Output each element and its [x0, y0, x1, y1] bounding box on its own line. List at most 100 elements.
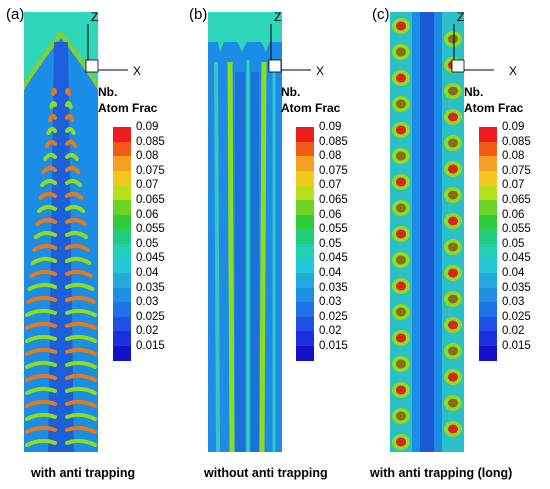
colorbar-cell — [113, 214, 131, 230]
dendrite-arm — [25, 412, 57, 421]
dendrite-arm — [65, 217, 87, 226]
colorbar-cell — [479, 345, 497, 361]
colorbar-tick-label: 0.055 — [136, 223, 165, 236]
colorbar-tick-label: 0.065 — [136, 193, 165, 206]
axis-triad — [268, 24, 311, 73]
colorbar-cell — [296, 287, 314, 303]
colorbar-tick-label: 0.03 — [136, 296, 159, 309]
dendrite-arm — [65, 438, 97, 447]
colorbar — [479, 127, 497, 361]
particle-core — [448, 190, 458, 200]
dendrite-arm — [65, 87, 71, 96]
dendrite-arm — [65, 100, 73, 109]
dendrite-arm — [32, 243, 57, 252]
particle-core — [396, 177, 406, 187]
colorbar-tick-label: 0.085 — [136, 135, 165, 148]
colorbar-cell — [113, 272, 131, 288]
legend-title: Nb. Atom Frac — [98, 84, 157, 116]
dendrite-arm — [51, 87, 57, 96]
colorbar-tick-label: 0.07 — [319, 179, 342, 192]
axis-z-label: Z — [457, 10, 465, 24]
particle-core — [396, 73, 406, 83]
colorbar-cell — [479, 156, 497, 171]
colorbar-tick-label: 0.07 — [502, 179, 525, 192]
colorbar-tick-label: 0.04 — [136, 266, 159, 279]
dendrite-arm — [65, 113, 75, 122]
particle-core — [396, 333, 406, 343]
colorbar-cell — [113, 345, 131, 361]
colorbar-tick-label: 0.05 — [136, 237, 159, 250]
panel-caption: with anti trapping — [31, 466, 136, 480]
panel-c: (c) Z X Nb. Atom Frac 0.09 0.085 0.08 0.075… — [366, 0, 550, 489]
colorbar-cell — [113, 243, 131, 259]
colorbar-tick-label: 0.065 — [319, 193, 348, 206]
particle-core — [448, 346, 458, 356]
particle-core — [396, 125, 406, 135]
colorbar-cell — [479, 141, 497, 157]
colorbar-cell — [479, 316, 497, 332]
axis-z-label: Z — [274, 10, 282, 24]
dendrite-arm — [25, 334, 57, 343]
dendrite-arm — [65, 126, 76, 135]
dendrite-arm — [49, 100, 57, 109]
colorbar-tick-label: 0.09 — [136, 121, 159, 133]
colorbar-tick-label: 0.08 — [319, 150, 342, 163]
dendrite-arm — [65, 412, 97, 421]
dendrite-arm — [65, 204, 86, 213]
colorbar-tick-label: 0.055 — [319, 223, 348, 236]
colorbar-tick-label: 0.02 — [502, 325, 525, 338]
particle-core — [448, 424, 458, 434]
colorbar-cell — [479, 127, 497, 142]
colorbar-cell — [113, 199, 131, 215]
colorbar-tick-label: 0.055 — [502, 223, 531, 236]
dendrite-arm — [65, 386, 97, 395]
legend-title-line1: Nb. — [464, 85, 484, 99]
colorbar-tick-label: 0.05 — [319, 237, 342, 250]
colorbar-cell — [296, 302, 314, 317]
colorbar-cell — [296, 272, 314, 288]
colorbar-tick-label: 0.075 — [136, 164, 165, 177]
colorbar-tick-label: 0.015 — [319, 339, 348, 352]
colorbar-cell — [296, 199, 314, 215]
particle-core — [396, 255, 406, 265]
colorbar-tick-label: 0.08 — [502, 150, 525, 163]
colorbar-cell — [296, 141, 314, 157]
dendrite-arm — [25, 321, 57, 330]
axis-z-label: Z — [91, 10, 99, 24]
colorbar-cell — [296, 156, 314, 171]
colorbar-cell — [296, 127, 314, 142]
dendrite-arm — [47, 113, 57, 122]
particle-core — [448, 86, 458, 96]
colorbar-tick-label: 0.025 — [502, 310, 531, 323]
colorbar-cell — [113, 185, 131, 200]
panel-label: (c) — [372, 6, 390, 23]
colorbar-cell — [479, 243, 497, 259]
colorbar-tick-label: 0.05 — [502, 237, 525, 250]
dendrite-arm — [41, 165, 57, 174]
colorbar-tick-label: 0.035 — [136, 281, 165, 294]
colorbar-cell — [296, 185, 314, 200]
colorbar-tick-label: 0.08 — [136, 150, 159, 163]
dendrite-arm — [40, 178, 57, 187]
particle-core — [396, 47, 406, 57]
colorbar-tick-label: 0.03 — [319, 296, 342, 309]
dendrite-arm — [46, 126, 57, 135]
dendrite-arm — [26, 295, 57, 304]
colorbar-tick-label: 0.04 — [319, 266, 342, 279]
panel-b: (b) Z X Nb. Atom Frac 0.09 0.085 0.08 0.075… — [183, 0, 367, 489]
particle-core — [448, 138, 458, 148]
dendrite-arm — [44, 139, 57, 148]
contour-field-b — [208, 12, 282, 452]
colorbar-tick-label: 0.02 — [319, 325, 342, 338]
colorbar-tick-label: 0.03 — [502, 296, 525, 309]
dendrite-arm — [65, 425, 97, 434]
colorbar-cell — [479, 229, 497, 244]
colorbar-cell — [296, 170, 314, 186]
panel-label: (a) — [6, 6, 25, 23]
contour-field-a — [24, 12, 98, 452]
dendrite-arm — [65, 373, 97, 382]
colorbar-cell — [113, 302, 131, 317]
particle-core — [396, 385, 406, 395]
particle-core — [448, 320, 458, 330]
colorbar-cell — [113, 331, 131, 346]
